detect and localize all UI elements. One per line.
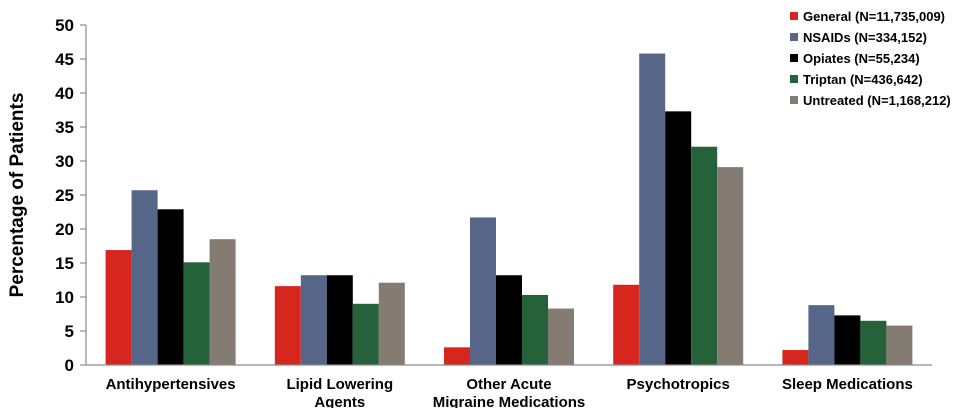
bar bbox=[157, 209, 184, 365]
bar bbox=[691, 146, 718, 365]
y-tick-label: 45 bbox=[55, 50, 74, 69]
y-tick-label: 20 bbox=[55, 220, 74, 239]
bar bbox=[522, 294, 548, 365]
x-category-label: Other Acute bbox=[466, 376, 551, 393]
y-tick-label: 35 bbox=[55, 118, 74, 137]
x-category-label: Agents bbox=[314, 394, 365, 408]
bar bbox=[352, 303, 379, 365]
bar bbox=[105, 250, 132, 365]
bar bbox=[613, 284, 640, 365]
legend-swatch bbox=[790, 96, 798, 104]
legend-swatch bbox=[790, 54, 798, 62]
legend-label: Triptan (N=436,642) bbox=[803, 72, 923, 87]
bar bbox=[326, 275, 353, 365]
y-axis-title: Percentage of Patients bbox=[7, 93, 28, 298]
x-category-label: Lipid Lowering bbox=[286, 376, 393, 393]
x-category-label: Antihypertensives bbox=[106, 376, 236, 393]
legend-swatch bbox=[790, 12, 798, 20]
legend: General (N=11,735,009) NSAIDs (N=334,152)… bbox=[790, 9, 951, 108]
x-category-label: Psychotropics bbox=[627, 376, 730, 393]
bar bbox=[444, 347, 470, 365]
y-tick-label: 0 bbox=[65, 356, 74, 375]
legend-label: Opiates (N=55,234) bbox=[803, 51, 920, 66]
y-tick-label: 40 bbox=[55, 84, 74, 103]
x-category-label: Migraine Medications bbox=[433, 394, 586, 408]
legend-label: Untreated (N=1,168,212) bbox=[803, 93, 951, 108]
bar bbox=[548, 308, 574, 365]
legend-label: NSAIDs (N=334,152) bbox=[803, 30, 927, 45]
y-tick-label: 30 bbox=[55, 152, 74, 171]
y-tick-label: 25 bbox=[55, 186, 74, 205]
y-tick-label: 5 bbox=[65, 322, 74, 341]
bar bbox=[860, 320, 887, 365]
bars-layer bbox=[105, 53, 913, 366]
bar bbox=[496, 275, 522, 365]
bar bbox=[378, 282, 405, 365]
y-ticks-layer: 0 5 10 15 20 25 30 35 40 45 50 bbox=[55, 16, 86, 375]
y-tick-label: 10 bbox=[55, 288, 74, 307]
legend-swatch bbox=[790, 75, 798, 83]
bar bbox=[274, 286, 301, 365]
legend-label: General (N=11,735,009) bbox=[803, 9, 945, 24]
bar bbox=[717, 167, 744, 365]
bar bbox=[300, 275, 327, 365]
bar bbox=[209, 239, 236, 365]
bar bbox=[782, 350, 809, 365]
bar bbox=[834, 315, 861, 365]
legend-swatch bbox=[790, 33, 798, 41]
bar bbox=[183, 262, 210, 365]
bar bbox=[665, 111, 692, 365]
x-category-label: Sleep Medications bbox=[782, 376, 913, 393]
y-tick-label: 15 bbox=[55, 254, 74, 273]
bar bbox=[886, 325, 913, 365]
y-tick-label: 50 bbox=[55, 16, 74, 35]
bar bbox=[639, 53, 666, 366]
bar bbox=[470, 217, 496, 365]
bar bbox=[131, 190, 158, 365]
bar bbox=[808, 305, 835, 365]
